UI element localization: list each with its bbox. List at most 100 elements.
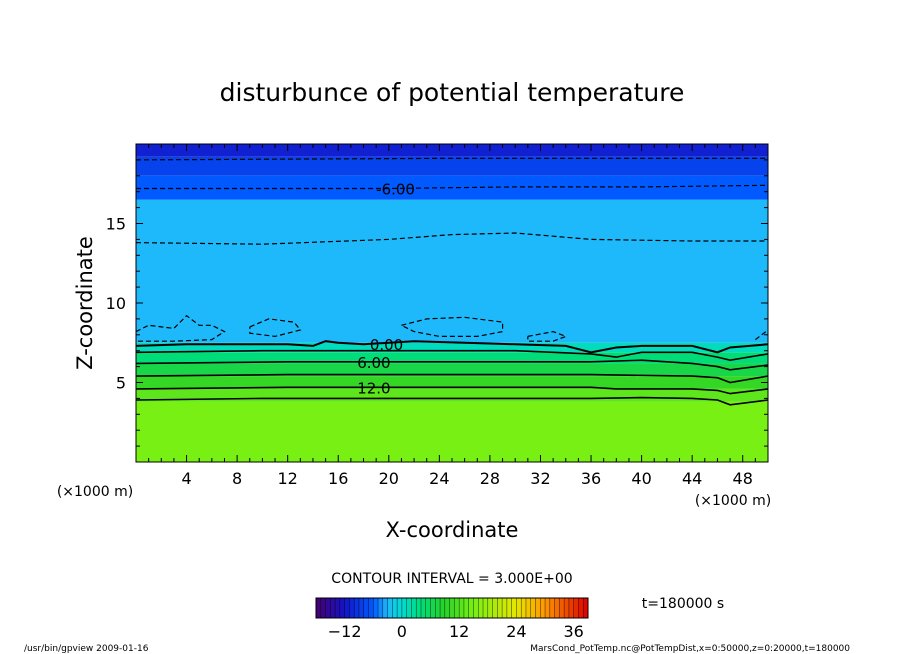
chart-title: disturbunce of potential temperature [220, 78, 685, 107]
colorbar-cell [530, 598, 537, 618]
colorbar-tick-label-1: 0 [397, 622, 407, 641]
x-tick-label-11: 48 [733, 469, 753, 488]
x-axis-label: X-coordinate [386, 518, 519, 542]
colorbar-cell [406, 598, 412, 618]
field-layer-0 [136, 401, 768, 462]
colorbar-tick-label-4: 36 [564, 622, 584, 641]
colorbar-cell [358, 598, 365, 618]
y-tick-label-1: 10 [106, 294, 126, 313]
contour-line-10 [755, 329, 768, 341]
x-tick-label-9: 40 [631, 469, 651, 488]
field-layers [136, 144, 768, 462]
colorbar-cell [578, 598, 584, 618]
colorbar-cell [540, 598, 546, 618]
x-tick-label-10: 44 [682, 469, 702, 488]
colorbar-cell [349, 598, 355, 618]
colorbar-cell [468, 598, 474, 618]
x-tick-label-6: 28 [480, 469, 500, 488]
x-tick-label-5: 24 [429, 469, 449, 488]
contour-label-1: 12.0 [357, 379, 390, 397]
colorbar-cell [320, 598, 327, 618]
colorbar-cell [583, 598, 589, 618]
colorbar-cell [330, 598, 336, 618]
y-axis-ticks: 5 10 15 [106, 159, 768, 447]
field-layer-3 [136, 363, 768, 377]
contour-label-12: -6.00 [376, 181, 415, 199]
x-tick-label-3: 16 [328, 469, 348, 488]
colorbar-cell [444, 598, 451, 618]
footer-left: /usr/bin/gpview 2009-01-16 [24, 644, 149, 654]
contour-line-7 [249, 318, 302, 338]
x-unit-right: (×1000 m) [695, 493, 771, 509]
field-layer-4 [136, 352, 768, 364]
colorbar-cell [483, 598, 489, 618]
colorbar-cell [549, 598, 556, 618]
colorbar-cell [392, 598, 398, 618]
x-tick-label-0: 4 [181, 469, 191, 488]
colorbar-cell [506, 598, 513, 618]
contour-line-0 [136, 396, 768, 406]
colorbar-cell [411, 598, 417, 618]
colorbar-cell [344, 598, 350, 618]
colorbar-cell [435, 598, 441, 618]
colorbar-cell [568, 598, 575, 618]
colorbar-cell [545, 598, 551, 618]
contour-interval-text: CONTOUR INTERVAL = 3.000E+00 [331, 571, 572, 587]
colorbar-cell [368, 598, 374, 618]
colorbar-cell [573, 598, 579, 618]
colorbar-cell [459, 598, 465, 618]
colorbar-cell [487, 598, 494, 618]
colorbar-cell [564, 598, 570, 618]
colorbar-cell [516, 598, 522, 618]
colorbar-cell [525, 598, 532, 618]
contour-line-2 [136, 373, 768, 384]
colorbar-cell [363, 598, 369, 618]
colorbar-cell [420, 598, 427, 618]
colorbar-cell [440, 598, 446, 618]
contour-lines [136, 157, 768, 406]
colorbar-cell [425, 598, 432, 618]
y-tick-label-0: 5 [116, 374, 126, 393]
colorbar-cell [497, 598, 503, 618]
footer-right: MarsCond_PotTemp.nc@PotTempDist,x=0:5000… [530, 644, 850, 654]
colorbar-cell [463, 598, 470, 618]
colorbar-cell [478, 598, 484, 618]
field-layer-5 [136, 342, 768, 353]
y-axis-label: Z-coordinate [73, 236, 97, 370]
colorbar-frame [315, 597, 589, 619]
colorbar [315, 598, 589, 618]
contour-line-13 [136, 157, 768, 161]
colorbar-tick-label-3: 24 [506, 622, 526, 641]
colorbar-cell [559, 598, 565, 618]
colorbar-cell [473, 598, 479, 618]
x-tick-label-1: 8 [232, 469, 242, 488]
colorbar-cell [492, 598, 498, 618]
colorbar-cell [521, 598, 527, 618]
colorbar-cell [382, 598, 389, 618]
x-tick-label-4: 20 [379, 469, 399, 488]
contour-line-5 [136, 340, 768, 354]
colorbar-cell [449, 598, 455, 618]
colorbar-cell [325, 598, 331, 618]
colorbar-cell [454, 598, 460, 618]
colorbar-cell [535, 598, 541, 618]
field-layer-6 [136, 199, 768, 343]
colorbar-cell [430, 598, 436, 618]
x-tick-label-8: 36 [581, 469, 601, 488]
time-label: t=180000 s [642, 596, 724, 612]
contour-line-4 [136, 349, 768, 362]
colorbar-tick-label-2: 12 [449, 622, 469, 641]
colorbar-cell [335, 598, 341, 618]
colorbar-cell [373, 598, 379, 618]
colorbar-cell [339, 598, 346, 618]
field-layer-1 [136, 388, 768, 402]
contour-line-12 [136, 184, 768, 190]
contour-label-5: 0.00 [370, 336, 403, 354]
colorbar-cell [554, 598, 560, 618]
x-axis-ticks: 4 8 12 16 20 24 28 32 36 40 44 48 [148, 144, 756, 488]
colorbar-cell [416, 598, 422, 618]
y-tick-label-2: 15 [106, 215, 126, 234]
x-tick-label-7: 32 [530, 469, 550, 488]
colorbar-cell [387, 598, 393, 618]
